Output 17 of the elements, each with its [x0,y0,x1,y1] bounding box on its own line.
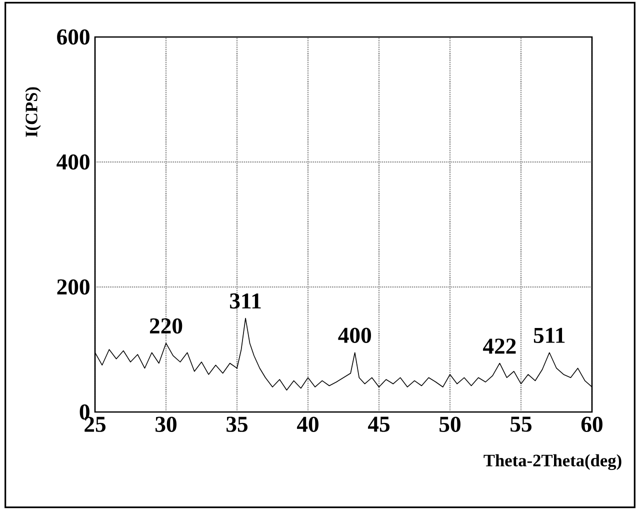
x-axis-title: Theta-2Theta(deg) [484,454,622,470]
y-tick-label: 200 [57,279,90,295]
x-tick-label: 45 [368,416,390,432]
y-axis-title: I(CPS) [25,87,41,137]
x-tick-label: 30 [156,416,176,432]
annotation: 422 [483,338,516,354]
y-tick-label: 600 [57,29,90,45]
x-tick-label: 35 [226,416,248,432]
x-tick-label: 60 [581,416,602,432]
y-tick-label: 400 [56,154,90,170]
annotation: 220 [150,318,182,334]
annotation: 400 [338,328,371,344]
x-tick-label: 55 [510,416,532,432]
x-tick-label: 50 [440,416,460,432]
annotation: 311 [230,293,261,309]
x-tick-label: 40 [296,416,318,432]
annotation: 511 [534,328,565,344]
